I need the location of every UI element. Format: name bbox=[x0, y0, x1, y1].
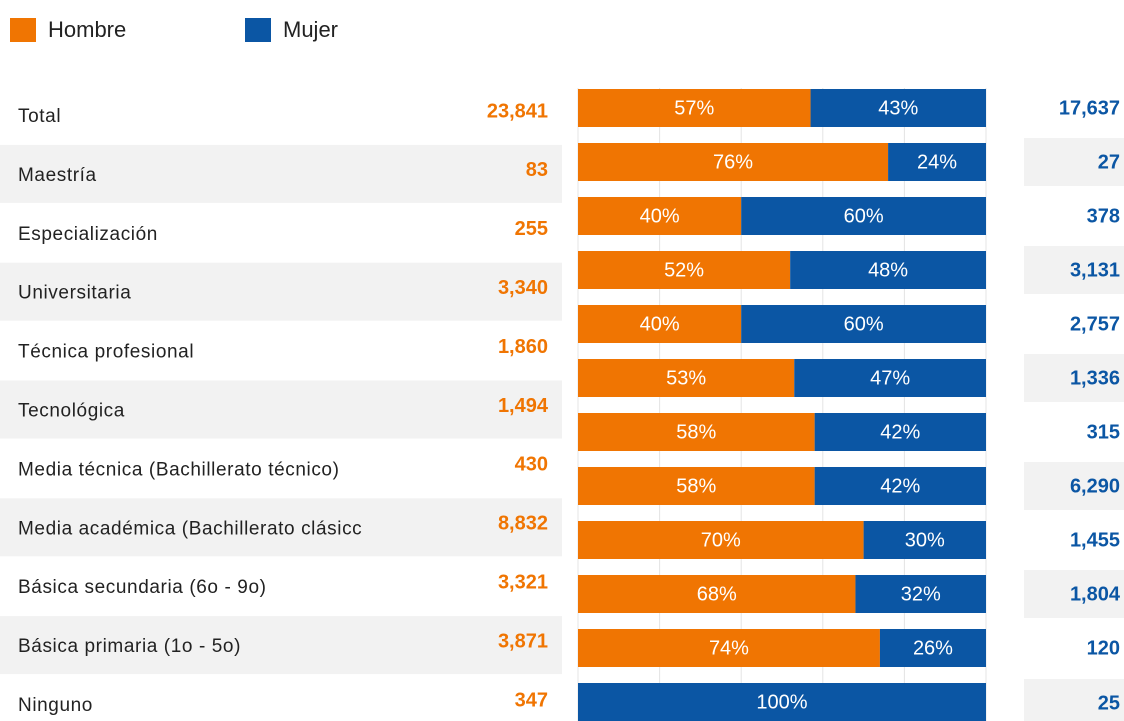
row-background bbox=[1024, 570, 1124, 618]
row-background bbox=[1024, 246, 1124, 294]
row-label: Especialización bbox=[18, 224, 158, 245]
hombre-total: 83 bbox=[526, 159, 548, 181]
mujer-total: 1,804 bbox=[1070, 583, 1121, 605]
hombre-total: 1,494 bbox=[498, 395, 549, 417]
row-label: Universitaria bbox=[18, 283, 131, 304]
mujer-total: 378 bbox=[1087, 205, 1120, 227]
bar-segment bbox=[578, 467, 815, 505]
bar-value-label: 24% bbox=[917, 151, 957, 173]
bar-value-label: 100% bbox=[756, 691, 807, 713]
bar-segment bbox=[810, 89, 986, 127]
bar-segment bbox=[855, 575, 986, 613]
bar-segment bbox=[879, 629, 986, 667]
row-background bbox=[0, 144, 562, 203]
hombre-total: 23,841 bbox=[487, 100, 548, 122]
bar-segment bbox=[741, 305, 986, 343]
bar-value-label: 43% bbox=[878, 97, 918, 119]
mujer-total: 1,336 bbox=[1070, 367, 1120, 389]
hombre-total: 3,871 bbox=[498, 630, 548, 652]
legend-label: Hombre bbox=[48, 17, 126, 42]
bar-value-label: 58% bbox=[676, 421, 716, 443]
row-label: Técnica profesional bbox=[18, 342, 194, 363]
bar-segment bbox=[578, 143, 889, 181]
bar-segment bbox=[578, 197, 742, 235]
row-background bbox=[1024, 138, 1124, 186]
hombre-total: 3,321 bbox=[498, 571, 548, 593]
hombre-total: 3,340 bbox=[498, 277, 548, 299]
bar-value-label: 74% bbox=[709, 637, 749, 659]
bar-value-label: 70% bbox=[701, 529, 741, 551]
bar-value-label: 52% bbox=[664, 259, 704, 281]
bar-segment bbox=[578, 521, 864, 559]
legend-swatch bbox=[245, 18, 271, 42]
bar-value-label: 26% bbox=[913, 637, 953, 659]
legend-label: Mujer bbox=[283, 17, 338, 42]
bar-value-label: 57% bbox=[674, 97, 714, 119]
bar-value-label: 47% bbox=[870, 367, 910, 389]
row-background bbox=[0, 262, 562, 321]
bar-value-label: 48% bbox=[868, 259, 908, 281]
bar-value-label: 53% bbox=[666, 367, 706, 389]
row-label: Básica primaria (1o - 5o) bbox=[18, 636, 241, 657]
mujer-total: 315 bbox=[1087, 421, 1120, 443]
bar-segment bbox=[814, 467, 986, 505]
bar-segment bbox=[790, 251, 986, 289]
mujer-total: 1,455 bbox=[1070, 529, 1120, 551]
mujer-total: 25 bbox=[1098, 692, 1120, 714]
mujer-total: 27 bbox=[1098, 151, 1120, 173]
bar-segment bbox=[794, 359, 986, 397]
hombre-total: 8,832 bbox=[498, 513, 548, 535]
mujer-total: 17,637 bbox=[1059, 97, 1120, 119]
bar-value-label: 42% bbox=[880, 475, 920, 497]
bar-value-label: 40% bbox=[640, 205, 680, 227]
hombre-total: 347 bbox=[515, 689, 548, 711]
row-label: Total bbox=[18, 106, 61, 127]
row-background bbox=[0, 498, 562, 557]
bar-value-label: 40% bbox=[640, 313, 680, 335]
bar-value-label: 76% bbox=[713, 151, 753, 173]
bar-segment bbox=[578, 413, 815, 451]
mujer-total: 120 bbox=[1087, 637, 1120, 659]
hombre-total: 255 bbox=[515, 218, 548, 240]
bar-value-label: 60% bbox=[844, 205, 884, 227]
mujer-total: 2,757 bbox=[1070, 313, 1120, 335]
bar-segment bbox=[863, 521, 986, 559]
bar-value-label: 32% bbox=[901, 583, 941, 605]
mujer-total: 3,131 bbox=[1070, 259, 1120, 281]
row-background bbox=[1024, 354, 1124, 402]
bar-segment bbox=[741, 197, 986, 235]
bar-segment bbox=[578, 89, 811, 127]
bar-segment bbox=[578, 359, 795, 397]
bar-segment bbox=[578, 575, 856, 613]
row-label: Media académica (Bachillerato clásicc bbox=[18, 518, 362, 539]
row-label: Tecnológica bbox=[18, 401, 125, 422]
bar-segment bbox=[578, 629, 880, 667]
bar-value-label: 60% bbox=[844, 313, 884, 335]
bar-segment bbox=[578, 683, 986, 721]
row-background bbox=[1024, 679, 1124, 721]
bar-value-label: 30% bbox=[905, 529, 945, 551]
bar-value-label: 58% bbox=[676, 475, 716, 497]
row-background bbox=[1024, 462, 1124, 510]
bar-segment bbox=[578, 251, 791, 289]
legend-swatch bbox=[10, 18, 36, 42]
row-label: Básica secundaria (6o - 9o) bbox=[18, 577, 267, 598]
row-label: Maestría bbox=[18, 165, 97, 186]
row-label: Media técnica (Bachillerato técnico) bbox=[18, 459, 340, 480]
row-label: Ninguno bbox=[18, 695, 93, 716]
bar-segment bbox=[888, 143, 986, 181]
bar-segment bbox=[814, 413, 986, 451]
bar-segment bbox=[578, 305, 742, 343]
hombre-total: 1,860 bbox=[498, 336, 548, 358]
hombre-total: 430 bbox=[515, 454, 548, 476]
bar-value-label: 42% bbox=[880, 421, 920, 443]
row-background bbox=[0, 616, 562, 675]
row-background bbox=[0, 380, 562, 439]
mujer-total: 6,290 bbox=[1070, 475, 1120, 497]
bar-value-label: 68% bbox=[697, 583, 737, 605]
